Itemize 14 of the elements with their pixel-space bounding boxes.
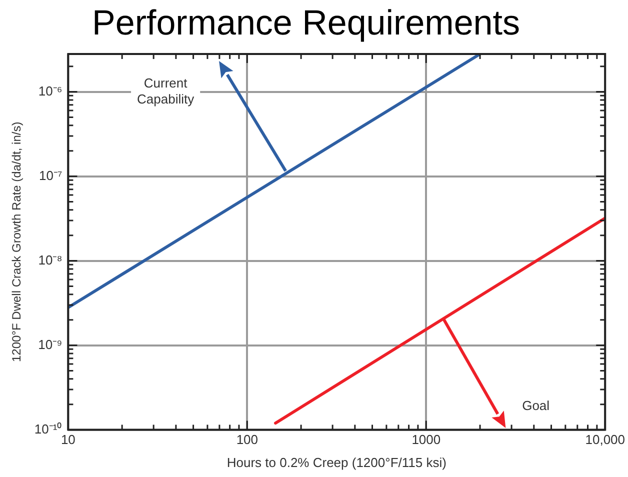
y-axis-title: 1200°F Dwell Crack Growth Rate (da/dt, in/s)	[10, 122, 24, 362]
x-tick-label: 100	[236, 432, 258, 448]
x-tick-label: 10,000	[585, 432, 625, 448]
y-tick-label: 10⁻⁹	[38, 336, 62, 352]
annotation: Goal	[522, 398, 550, 413]
y-tick-label: 10⁻⁸	[38, 252, 62, 268]
y-tick-label: 10⁻⁶	[38, 83, 62, 98]
y-tick-label: 10⁻¹⁰	[34, 421, 62, 436]
chart-title: Performance Requirements	[92, 4, 520, 43]
x-axis-title: Hours to 0.2% Creep (1200°F/115 ksi)	[226, 454, 446, 470]
y-tick-label: 10⁻⁷	[39, 168, 62, 183]
annotation: Current Capability	[137, 75, 195, 106]
x-tick-label: 1000	[412, 432, 441, 448]
x-tick-label: 10	[60, 432, 76, 448]
